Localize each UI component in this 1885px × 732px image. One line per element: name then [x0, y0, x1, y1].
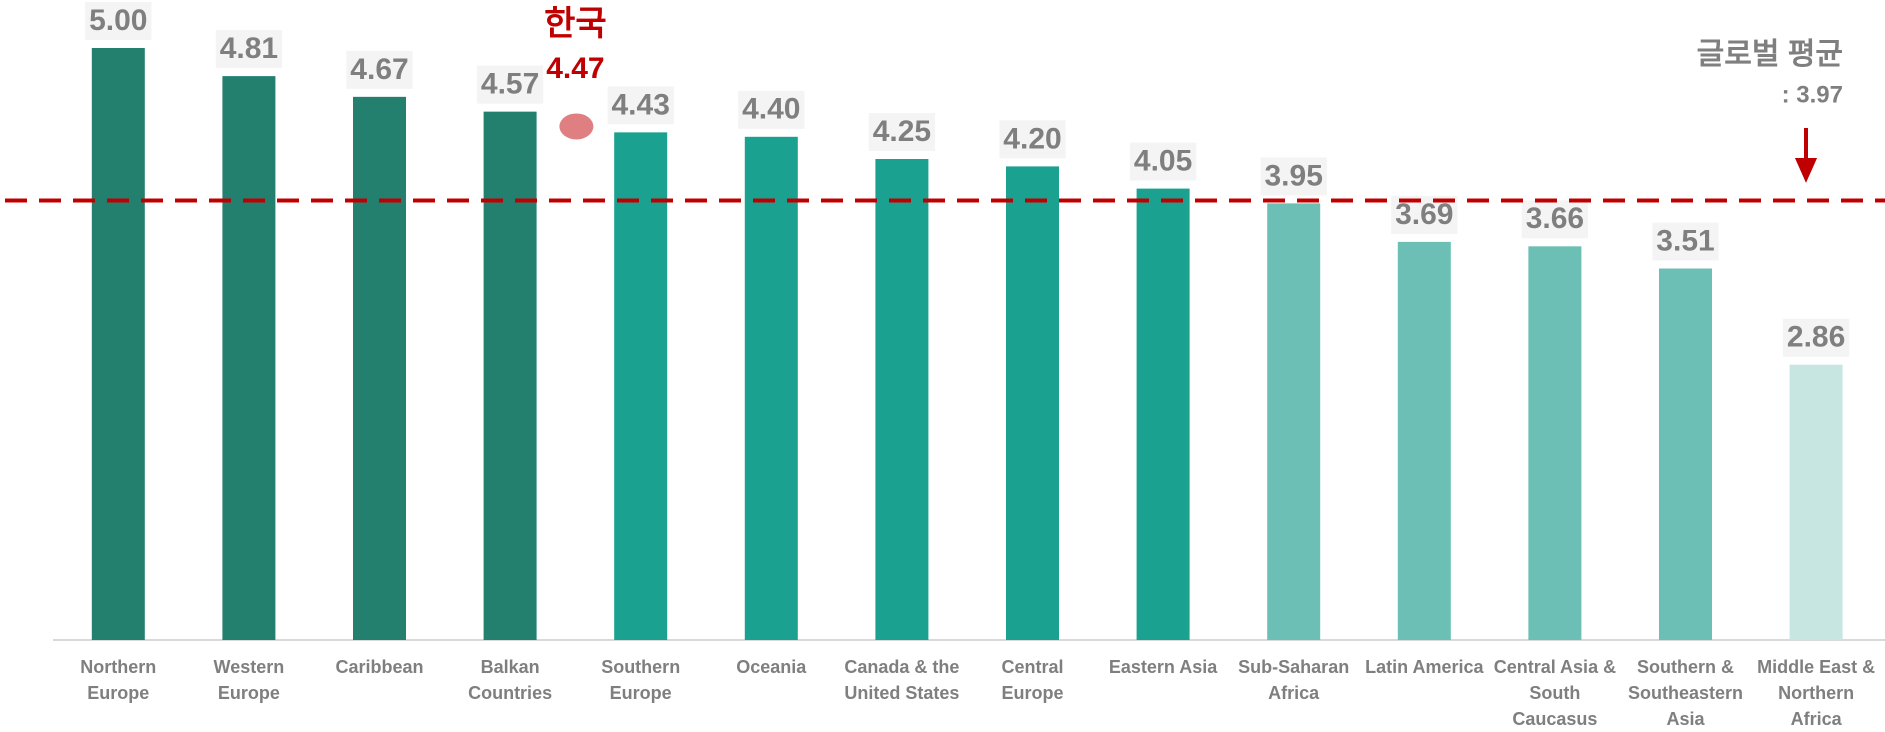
bar	[1006, 166, 1059, 640]
bar	[1397, 241, 1451, 640]
bar	[1136, 188, 1190, 640]
x-tick-label: Oceania	[736, 657, 807, 677]
value-label-bg	[1129, 142, 1197, 181]
value-label: 5.00	[89, 4, 147, 37]
value-label-bg	[1260, 157, 1327, 196]
bar	[744, 136, 798, 641]
value-label-bg	[868, 113, 936, 151]
value-label-bg	[738, 90, 805, 129]
reference-title: 글로벌 평균	[1697, 38, 1843, 71]
x-tick-label: Latin America	[1365, 657, 1484, 677]
value-label: 4.40	[742, 93, 800, 126]
x-tick-label: Southern & Southeastern Asia	[1627, 657, 1744, 729]
highlight-dot	[559, 113, 594, 140]
x-tick-label: Canada & the United States	[844, 657, 960, 703]
value-label-bg	[476, 65, 544, 104]
x-tick-label: Eastern Asia	[1108, 657, 1218, 677]
bar	[91, 48, 145, 640]
x-tick-label: Sub-Saharan Africa	[1238, 657, 1350, 703]
value-label: 4.05	[1134, 145, 1192, 178]
value-label: 2.86	[1787, 321, 1845, 354]
bar	[1267, 203, 1321, 640]
bar	[1789, 364, 1843, 640]
value-label-bg	[999, 120, 1066, 159]
value-label: 3.69	[1395, 198, 1453, 231]
bar	[1659, 268, 1712, 640]
value-label-bg	[215, 30, 283, 69]
value-label-bg	[607, 86, 674, 125]
value-label-bg	[1782, 318, 1850, 357]
x-tick-label: Middle East & Northern Africa	[1757, 657, 1876, 729]
value-label: 4.20	[1003, 122, 1061, 155]
bar	[1528, 246, 1582, 640]
arrow	[1794, 128, 1818, 183]
value-label: 4.57	[481, 68, 539, 101]
x-tick-label: Central Asia & South Caucasus	[1493, 657, 1617, 729]
x-tick-label: Central Europe	[1001, 657, 1064, 703]
value-label-bg	[1521, 200, 1589, 239]
value-label: 4.67	[350, 53, 408, 86]
bar	[222, 76, 276, 641]
value-label-bg	[346, 50, 413, 89]
highlight-value: 4.47	[546, 52, 604, 85]
value-label: 4.81	[220, 32, 278, 65]
x-tick-label: Balkan Countries	[468, 657, 553, 703]
bar	[875, 159, 929, 640]
x-tick-label: Southern Europe	[601, 657, 681, 703]
value-label: 3.66	[1526, 202, 1584, 235]
x-tick-label: Northern Europe	[80, 657, 157, 703]
highlight-label: 한국	[544, 5, 607, 43]
value-label: 3.51	[1656, 224, 1714, 257]
x-tick-label: Western Europe	[213, 657, 285, 703]
x-tick-label: Caribbean	[335, 657, 424, 677]
value-label: 3.95	[1265, 159, 1323, 192]
bar	[614, 132, 668, 641]
bar	[353, 96, 406, 641]
reference-label: : 3.97	[1782, 81, 1843, 108]
value-label: 4.25	[873, 115, 931, 148]
bar	[483, 111, 537, 640]
value-label-bg	[1652, 222, 1719, 261]
value-label: 4.43	[612, 88, 670, 121]
value-label-bg	[85, 2, 152, 40]
